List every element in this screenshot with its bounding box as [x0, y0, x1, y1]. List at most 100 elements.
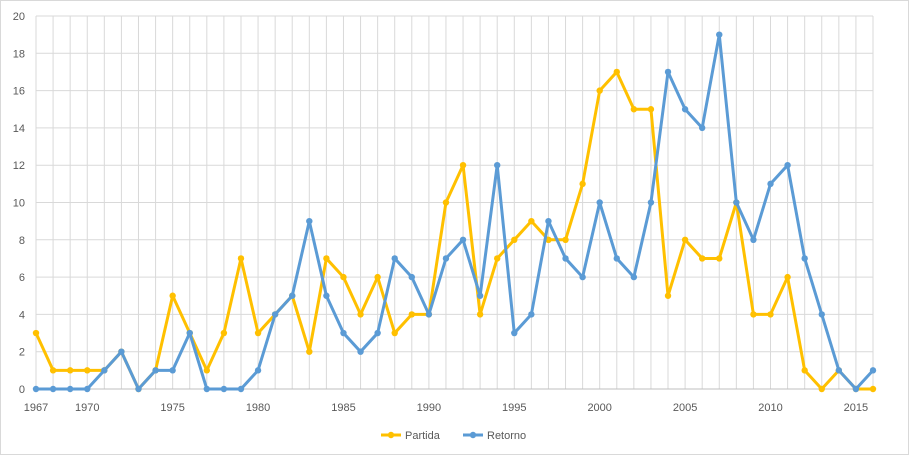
data-point	[49, 367, 57, 374]
data-point	[357, 311, 364, 318]
data-point	[750, 311, 757, 318]
data-point	[767, 311, 774, 318]
x-tick-label: 1975	[160, 402, 184, 414]
data-point	[391, 255, 398, 262]
data-point	[220, 385, 228, 393]
data-point	[340, 273, 347, 281]
data-point	[203, 367, 211, 374]
data-point	[442, 199, 450, 206]
data-point	[340, 329, 347, 337]
y-tick-label: 20	[13, 11, 25, 23]
data-point	[818, 311, 825, 318]
data-point	[32, 385, 40, 393]
data-point	[681, 236, 689, 243]
data-point	[425, 311, 433, 318]
data-point	[306, 217, 313, 225]
x-tick-label: 1970	[75, 402, 99, 414]
data-point	[869, 385, 877, 393]
data-point	[84, 367, 91, 374]
x-tick-label: 2015	[844, 402, 868, 414]
data-point	[306, 348, 313, 355]
data-point	[254, 367, 262, 374]
data-point	[203, 385, 211, 393]
data-point	[186, 329, 193, 337]
data-point	[391, 329, 398, 337]
data-point	[613, 68, 620, 76]
x-tick-label: 1990	[417, 402, 441, 414]
data-point	[835, 367, 843, 374]
data-point	[459, 236, 467, 243]
data-point	[647, 199, 655, 206]
grid	[35, 15, 874, 390]
x-tick-label: 2005	[673, 402, 697, 414]
data-point	[818, 385, 825, 393]
data-point	[613, 255, 620, 262]
legend-label: Partida	[405, 430, 441, 442]
data-point	[289, 292, 296, 299]
y-tick-label: 0	[19, 384, 25, 396]
data-point	[66, 385, 74, 393]
series-line-0	[34, 70, 873, 391]
series	[32, 31, 877, 393]
data-point	[408, 311, 415, 318]
data-point	[494, 255, 501, 262]
data-point	[647, 106, 655, 113]
y-tick-label: 6	[19, 272, 25, 284]
x-tick-label: 2000	[587, 402, 611, 414]
data-point	[511, 329, 518, 337]
data-point	[579, 180, 586, 188]
data-point	[545, 217, 552, 225]
x-tick-label: 1980	[246, 402, 270, 414]
data-point	[562, 236, 569, 243]
data-point	[323, 292, 330, 299]
data-point	[101, 367, 108, 374]
data-point	[374, 329, 381, 337]
data-point	[84, 385, 91, 393]
data-point	[528, 311, 535, 318]
data-point	[528, 217, 535, 225]
data-point	[579, 273, 586, 281]
legend-marker	[387, 431, 395, 439]
data-point	[681, 106, 689, 113]
data-point	[596, 87, 603, 94]
x-tick-label: 1985	[331, 402, 355, 414]
data-point	[801, 367, 808, 374]
series-line-1	[36, 33, 875, 391]
data-point	[476, 292, 484, 299]
data-point	[32, 329, 40, 337]
data-point	[118, 348, 125, 355]
data-point	[254, 329, 262, 337]
data-point	[152, 367, 159, 374]
data-point	[442, 255, 450, 262]
x-tick-label: 2010	[758, 402, 782, 414]
data-point	[630, 273, 638, 281]
data-point	[511, 236, 518, 243]
data-point	[750, 236, 757, 243]
x-tick-label: 1967	[24, 402, 48, 414]
data-point	[476, 311, 484, 318]
data-point	[784, 162, 791, 169]
data-point	[562, 255, 569, 262]
data-point	[459, 162, 467, 169]
data-point	[494, 162, 501, 169]
data-point	[784, 273, 791, 281]
y-tick-label: 14	[13, 123, 25, 135]
axes: 0 2 4 6 8 10 12 14 16 18 20 1967 1970 1975 1980 1985 199…	[13, 11, 873, 414]
y-tick-label: 16	[13, 86, 25, 98]
y-tick-label: 10	[13, 198, 25, 210]
data-point	[169, 367, 176, 374]
data-point	[237, 255, 245, 262]
data-point	[169, 292, 176, 299]
data-point	[664, 68, 672, 76]
data-point	[630, 106, 638, 113]
data-point	[716, 255, 723, 262]
data-point	[733, 199, 740, 206]
data-point	[716, 31, 723, 38]
data-point	[664, 292, 672, 299]
legend-marker	[469, 431, 477, 439]
y-tick-label: 12	[13, 160, 25, 172]
legend: Partida Retorno	[381, 430, 526, 442]
data-point	[374, 273, 381, 281]
